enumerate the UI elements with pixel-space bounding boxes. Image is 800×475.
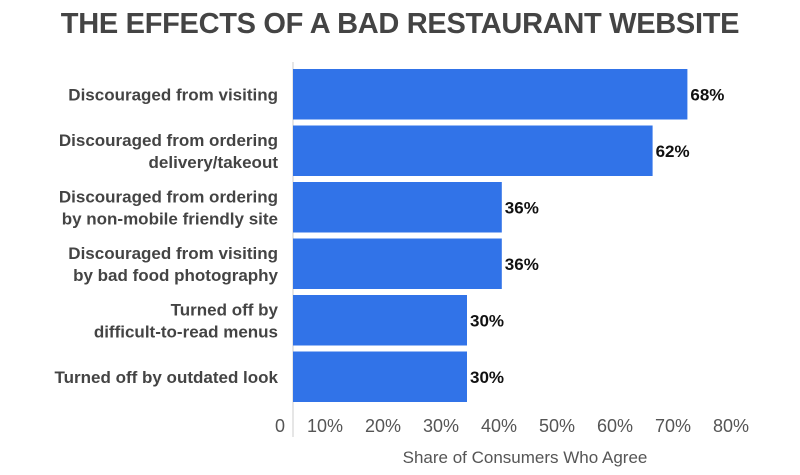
category-label: delivery/takeout: [149, 153, 279, 172]
category-label: by non-mobile friendly site: [62, 209, 278, 228]
category-label: Discouraged from ordering: [59, 187, 278, 206]
data-label: 30%: [470, 311, 504, 330]
data-label: 30%: [470, 368, 504, 387]
bar: [293, 69, 688, 120]
category-label: Turned off by: [171, 300, 279, 319]
data-label: 68%: [690, 85, 724, 104]
x-tick-label: 30%: [423, 416, 459, 436]
bar: [293, 295, 467, 346]
data-label: 62%: [656, 142, 690, 161]
x-tick-label: 20%: [365, 416, 401, 436]
x-tick-label: 70%: [655, 416, 691, 436]
x-tick-label: 50%: [539, 416, 575, 436]
category-label: Discouraged from ordering: [59, 131, 278, 150]
x-tick-label: 80%: [713, 416, 749, 436]
category-label: Turned off by outdated look: [55, 368, 279, 387]
category-label: Discouraged from visiting: [68, 244, 278, 263]
data-label: 36%: [505, 198, 539, 217]
bar: [293, 182, 502, 233]
x-tick-label: 10%: [307, 416, 343, 436]
category-label: Discouraged from visiting: [68, 85, 278, 104]
bar: [293, 238, 502, 289]
bar: [293, 125, 653, 176]
x-tick-label: 40%: [481, 416, 517, 436]
bar: [293, 351, 467, 402]
category-label: difficult-to-read menus: [94, 322, 278, 341]
x-axis-title: Share of Consumers Who Agree: [403, 448, 648, 467]
chart-title: THE EFFECTS OF A BAD RESTAURANT WEBSITE: [60, 8, 740, 40]
data-label: 36%: [505, 255, 539, 274]
category-label: by bad food photography: [73, 266, 278, 285]
x-tick-label: 0: [275, 416, 285, 436]
x-tick-label: 60%: [597, 416, 633, 436]
